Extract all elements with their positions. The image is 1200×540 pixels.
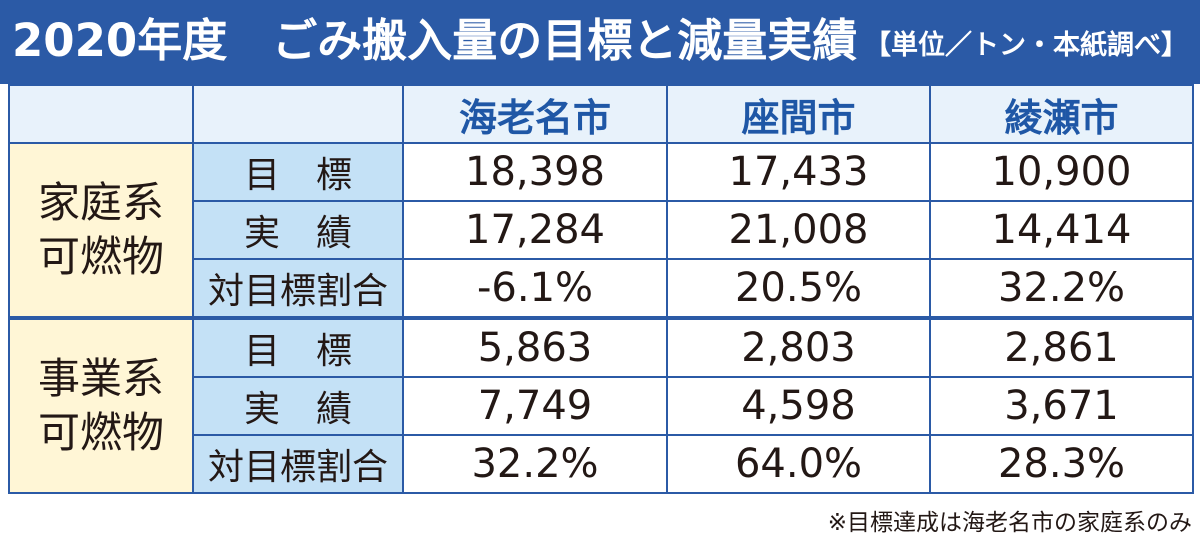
value-cell: 3,671	[929, 376, 1194, 436]
value-cell: 17,433	[666, 142, 931, 202]
header-row: 海老名市 座間市 綾瀬市	[8, 84, 1194, 144]
metric-label: 実 績	[192, 376, 404, 436]
value-cell: 14,414	[929, 200, 1194, 260]
group-label-line: 可燃物	[37, 232, 164, 281]
group-label-business: 事業系 可燃物	[8, 316, 194, 494]
metric-label: 目 標	[192, 142, 404, 202]
unit-note: 【単位／トン・本紙調べ】	[864, 30, 1188, 61]
value-cell: -6.1%	[402, 258, 668, 319]
table-row: 実 績 17,284 21,008 14,414	[9, 200, 1194, 260]
column-header-ayase: 綾瀬市	[929, 84, 1194, 144]
group-label-household: 家庭系 可燃物	[8, 142, 194, 319]
value-cell: 28.3%	[929, 434, 1194, 494]
title-bar: 2020年度 ごみ搬入量の目標と減量実績 【単位／トン・本紙調べ】	[0, 0, 1200, 84]
value-cell: 32.2%	[929, 258, 1194, 319]
waste-data-table: 海老名市 座間市 綾瀬市 家庭系 可燃物 目 標 18,398 17,433 1…	[8, 84, 1194, 494]
footnote: ※目標達成は海老名市の家庭系のみ	[827, 510, 1192, 536]
group-label-line: 事業系	[37, 354, 164, 403]
metric-label: 対目標割合	[192, 434, 404, 494]
value-cell: 17,284	[402, 200, 668, 260]
value-cell: 10,900	[929, 142, 1194, 202]
value-cell: 18,398	[402, 142, 668, 202]
value-cell: 5,863	[402, 316, 668, 378]
group-label-line: 可燃物	[37, 408, 164, 457]
table-row: 対目標割合 -6.1% 20.5% 32.2%	[9, 258, 1194, 319]
column-header-ebina: 海老名市	[402, 84, 668, 144]
value-cell: 4,598	[666, 376, 931, 436]
table-row: 家庭系 可燃物 目 標 18,398 17,433 10,900	[8, 142, 1194, 319]
page-title: 2020年度 ごみ搬入量の目標と減量実績	[12, 14, 858, 67]
table-row: 対目標割合 32.2% 64.0% 28.3%	[9, 434, 1194, 494]
table-row: 実 績 7,749 4,598 3,671	[9, 376, 1194, 436]
value-cell: 7,749	[402, 376, 668, 436]
metric-label: 実 績	[192, 200, 404, 260]
value-cell: 2,861	[929, 316, 1194, 378]
value-cell: 21,008	[666, 200, 931, 260]
metric-label: 目 標	[192, 316, 404, 378]
group-label-line: 家庭系	[37, 178, 164, 227]
metric-label: 対目標割合	[192, 258, 404, 319]
value-cell: 20.5%	[666, 258, 931, 319]
value-cell: 32.2%	[402, 434, 668, 494]
column-header-zama: 座間市	[666, 84, 931, 144]
value-cell: 2,803	[666, 316, 931, 378]
value-cell: 64.0%	[666, 434, 931, 494]
table-row: 事業系 可燃物 目 標 5,863 2,803 2,861	[8, 316, 1194, 494]
empty-header-cell	[192, 84, 404, 144]
empty-corner-cell	[8, 84, 194, 144]
